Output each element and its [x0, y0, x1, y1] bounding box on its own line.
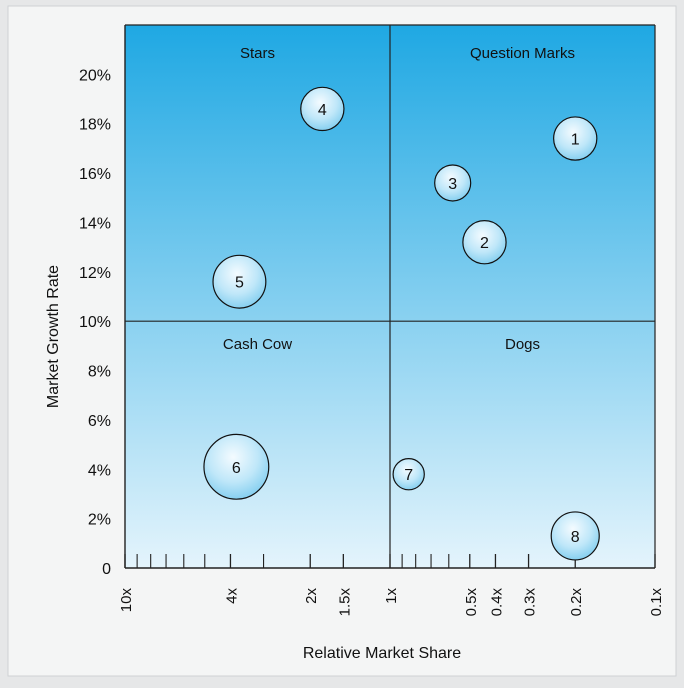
x-tick-label: 2x	[303, 588, 320, 604]
bubble-label-3: 3	[448, 176, 457, 193]
bubble-7	[392, 458, 425, 491]
bubble-2	[462, 219, 507, 265]
x-tick-label: 0.3x	[522, 588, 539, 617]
y-tick-label: 20%	[79, 67, 111, 84]
bubble-3	[434, 164, 472, 202]
x-tick-label: 0.2x	[568, 588, 585, 617]
x-tick-label: 1x	[383, 588, 400, 604]
x-tick-label: 0.1x	[648, 588, 665, 617]
y-axis-title: Market Growth Rate	[45, 265, 62, 408]
bubble-4	[300, 86, 345, 132]
quadrant-label-question-marks: Question Marks	[470, 45, 575, 62]
y-tick-label: 18%	[79, 117, 111, 134]
x-tick-label: 1.5x	[336, 588, 353, 617]
quadrant-label-stars: Stars	[240, 45, 275, 62]
y-tick-label: 12%	[79, 265, 111, 282]
y-tick-label: 4%	[88, 462, 111, 479]
y-tick-label: 16%	[79, 166, 111, 183]
bubble-1	[553, 116, 598, 161]
bubble-label-6: 6	[232, 460, 241, 477]
y-tick-label: 2%	[88, 512, 111, 529]
x-tick-label: 10x	[118, 588, 135, 613]
y-tick-label: 14%	[79, 215, 111, 232]
bubble-label-4: 4	[318, 102, 327, 119]
y-tick-label: 6%	[88, 413, 111, 430]
bubble-8	[550, 511, 600, 561]
bubble-label-1: 1	[571, 132, 580, 149]
x-tick-label: 0.4x	[488, 588, 505, 617]
bubble-label-2: 2	[480, 235, 489, 252]
bubble-6	[203, 433, 270, 500]
y-tick-label: 10%	[79, 314, 111, 331]
y-tick-label: 0	[102, 561, 111, 578]
bubble-label-5: 5	[235, 275, 244, 292]
y-tick-label: 8%	[88, 364, 111, 381]
x-tick-label: 0.5x	[463, 588, 480, 617]
bubble-label-7: 7	[404, 467, 413, 484]
bubble-5	[212, 254, 267, 309]
bubble-label-8: 8	[571, 529, 580, 546]
quadrant-label-dogs: Dogs	[505, 336, 540, 353]
quadrant-label-cash-cow: Cash Cow	[223, 336, 292, 353]
x-tick-label: 4x	[223, 588, 240, 604]
x-axis-title: Relative Market Share	[303, 645, 461, 662]
